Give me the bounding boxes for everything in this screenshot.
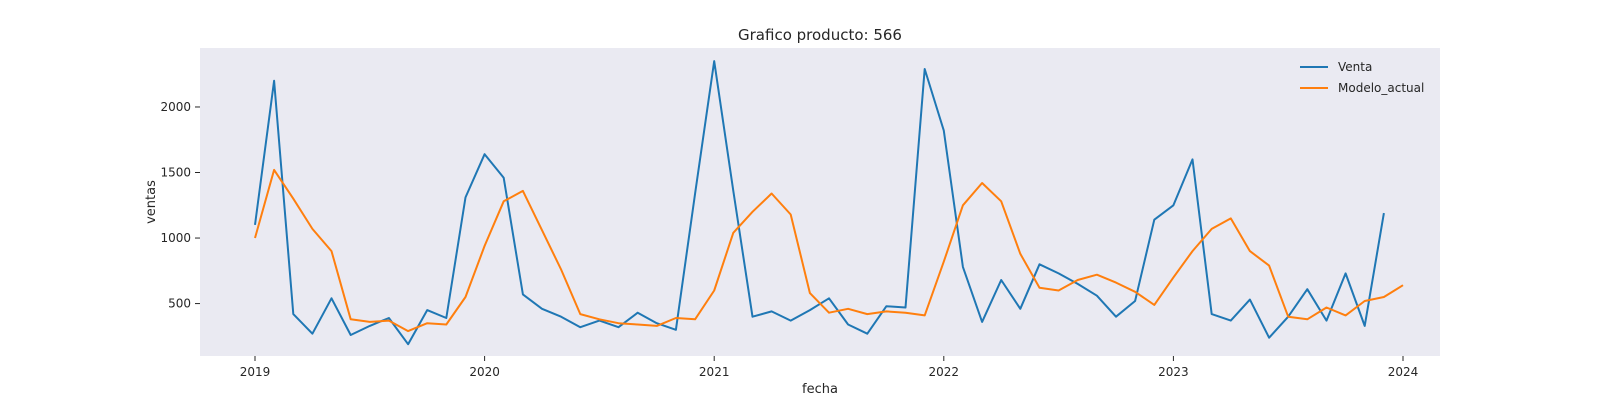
x-axis-label: fecha xyxy=(802,382,838,397)
x-tick-label: 2021 xyxy=(699,365,730,379)
legend-label-venta: Venta xyxy=(1338,60,1372,74)
series-line-modelo-actual xyxy=(254,168,1404,333)
y-tick-label: 500 xyxy=(168,297,191,311)
y-tick-label: 2000 xyxy=(160,100,191,114)
x-tick-label: 2022 xyxy=(929,365,960,379)
x-tick-label: 2024 xyxy=(1388,365,1419,379)
x-axis-ticks: 2019 2020 2021 2022 2023 2024 xyxy=(240,356,1419,379)
series-lines xyxy=(254,60,1404,346)
y-axis-label: ventas xyxy=(144,180,159,224)
x-tick-label: 2019 xyxy=(240,365,271,379)
legend-label-modelo-actual: Modelo_actual xyxy=(1338,81,1424,95)
y-tick-label: 1000 xyxy=(160,231,191,245)
y-axis-ticks: 500 1000 1500 2000 xyxy=(160,100,200,311)
y-tick-label: 1500 xyxy=(160,166,191,180)
chart-title: Grafico producto: 566 xyxy=(738,26,902,44)
legend: Venta Modelo_actual xyxy=(1300,60,1424,95)
x-tick-label: 2023 xyxy=(1158,365,1189,379)
x-tick-label: 2020 xyxy=(469,365,500,379)
